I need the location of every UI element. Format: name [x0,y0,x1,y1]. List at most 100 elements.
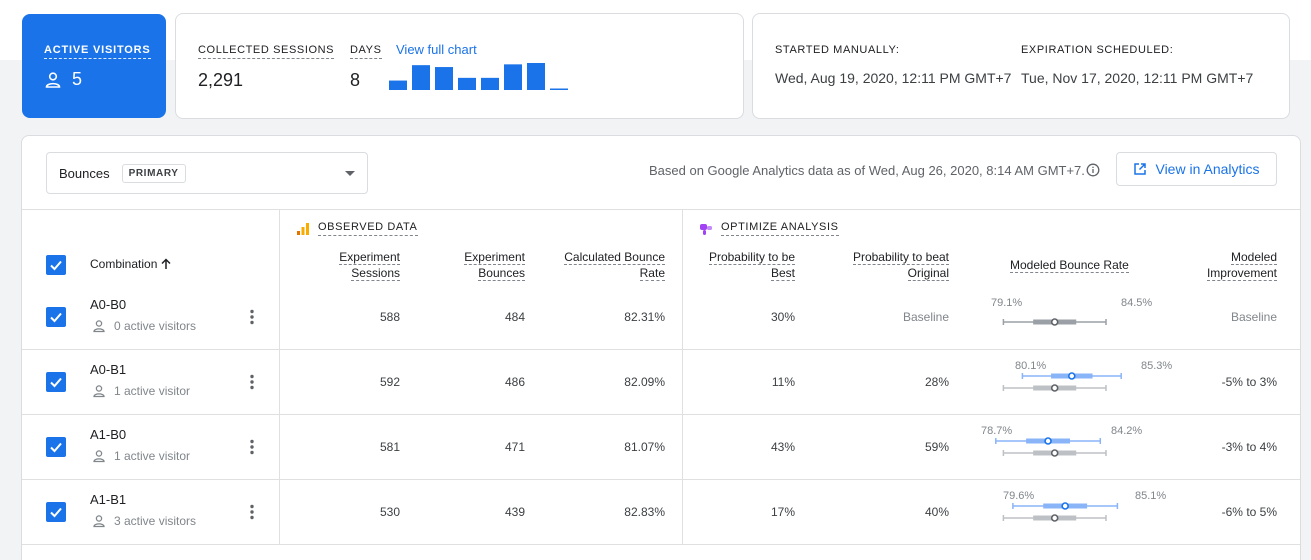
row-divider [22,349,1300,350]
column-divider [279,209,280,545]
calculated-bounce-rate-header[interactable]: Calculated Bounce Rate [545,249,665,281]
sessions-day-bar [458,77,476,90]
experiment-bounces-cell: 484 [504,310,525,324]
more-vert-icon[interactable] [242,372,262,392]
info-icon[interactable] [1086,163,1100,177]
sessions-day-bar [412,65,430,90]
days-value: 8 [350,70,361,90]
baseline-ci-median [1050,449,1059,457]
ci-high-label: 85.3% [1141,360,1173,372]
combination-name: A0-B0 [90,297,127,312]
active-visitors-card[interactable]: ACTIVE VISITORS 5 [22,14,166,118]
person-icon [93,515,105,528]
active-visitors-row: 5 [44,69,82,90]
experiment-dates-card: STARTED MANUALLY: Wed, Aug 19, 2020, 12:… [752,13,1290,119]
combination-name: A0-B1 [90,362,127,377]
modeled-improvement-cell: Baseline [1230,310,1277,324]
sessions-day-bar [527,63,545,90]
row-checkbox[interactable] [46,307,66,327]
modeled-rate-ci-chart [1002,502,1119,522]
experiment-sessions-header[interactable]: Experiment Sessions [320,249,400,281]
header-line: Experiment [339,250,400,265]
view-in-analytics-label: View in Analytics [1155,161,1260,177]
divider [22,209,1300,210]
experiment-bounces-cell: 439 [504,505,525,519]
sessions-day-bar [389,80,407,90]
baseline-ci-median [1050,318,1059,326]
more-vert-icon[interactable] [242,307,262,327]
expiration-label: EXPIRATION SCHEDULED: [1021,44,1174,56]
optimize-analysis-title: OPTIMIZE ANALYSIS [721,221,839,236]
probability-beat-header[interactable]: Probability to beat Original [829,249,949,281]
observed-data-group: OBSERVED DATA [296,221,418,236]
more-vert-icon[interactable] [242,437,262,457]
view-in-analytics-button[interactable]: View in Analytics [1116,152,1277,186]
active-visitors-text: 0 active visitors [114,319,197,333]
probability-beat-cell: 28% [924,375,949,389]
ci-high-label: 84.5% [1121,297,1153,309]
sessions-day-bar [550,88,568,90]
row-checkbox[interactable] [46,437,66,457]
metric-select[interactable]: Bounces PRIMARY [46,152,368,194]
active-visitors-text: 1 active visitor [114,384,191,398]
row-active-visitors: 1 active visitor [92,449,190,463]
baseline-ci-median [1050,514,1059,522]
days-label: DAYS [350,44,382,59]
column-divider [682,209,683,545]
header-line: Modeled [1230,250,1277,265]
check-icon [50,507,62,518]
header-line: Modeled Bounce Rate [1010,258,1129,273]
probability-beat-cell: 40% [924,505,949,519]
experiment-sessions-cell: 588 [379,310,400,324]
combination-name: A1-B1 [90,492,127,507]
header-line: Bounces [478,266,525,281]
modeled-rate-ci-chart [995,437,1107,457]
active-visitors-count: 5 [72,69,83,89]
probability-best-cell: 11% [771,375,795,389]
probability-best-cell: 30% [770,310,795,324]
sessions-day-bar [504,64,522,90]
modeled-improvement-header[interactable]: Modeled Improvement [1167,249,1277,281]
combination-column-header[interactable]: Combination [90,257,172,271]
probability-beat-cell: 59% [924,440,949,454]
header-line: Experiment [464,250,525,265]
row-checkbox[interactable] [46,502,66,522]
experiment-sessions-cell: 592 [379,375,400,389]
calculated-rate-cell: 82.31% [624,310,665,324]
check-icon [50,442,62,453]
select-all-checkbox[interactable] [46,255,66,275]
row-checkbox[interactable] [46,372,66,392]
check-icon [50,377,62,388]
report-card: Bounces PRIMARY Based on Google Analytic… [21,135,1301,560]
sessions-day-bar [435,67,453,90]
combination-header-label: Combination [90,257,158,271]
row-divider [22,414,1300,415]
probability-best-header[interactable]: Probability to be Best [685,249,795,281]
modeled-bounce-rate-header[interactable]: Modeled Bounce Rate [1010,257,1150,273]
optimize-analysis-group: OPTIMIZE ANALYSIS [699,221,839,236]
header-line: Probability to be [708,250,795,265]
header-line: Improvement [1206,266,1277,281]
arrow-up-icon [161,258,171,269]
experiment-bounces-header[interactable]: Experiment Bounces [445,249,525,281]
variant-ci-median [1068,372,1076,380]
observed-data-title: OBSERVED DATA [318,221,418,236]
modeled-improvement-cell: -5% to 3% [1221,375,1277,389]
header-line: Sessions [351,266,400,281]
sessions-mini-chart[interactable] [389,62,574,90]
primary-chip: PRIMARY [121,163,186,183]
ci-low-label: 79.6% [1003,490,1035,502]
view-full-chart-link[interactable]: View full chart [396,42,477,57]
check-icon [50,312,62,323]
more-vert-icon[interactable] [242,502,262,522]
modeled-rate-ci-chart [1002,318,1107,326]
row-active-visitors: 0 active visitors [92,319,196,333]
ci-high-label: 84.2% [1111,425,1143,437]
dropdown-arrow-icon [345,171,355,176]
ci-low-label: 78.7% [981,425,1013,437]
open-in-new-icon [1134,163,1147,175]
modeled-improvement-cell: -6% to 5% [1221,505,1277,519]
experiment-bounces-cell: 486 [504,375,525,389]
active-visitors-text: 3 active visitors [114,514,197,528]
ci-low-label: 79.1% [991,297,1023,309]
